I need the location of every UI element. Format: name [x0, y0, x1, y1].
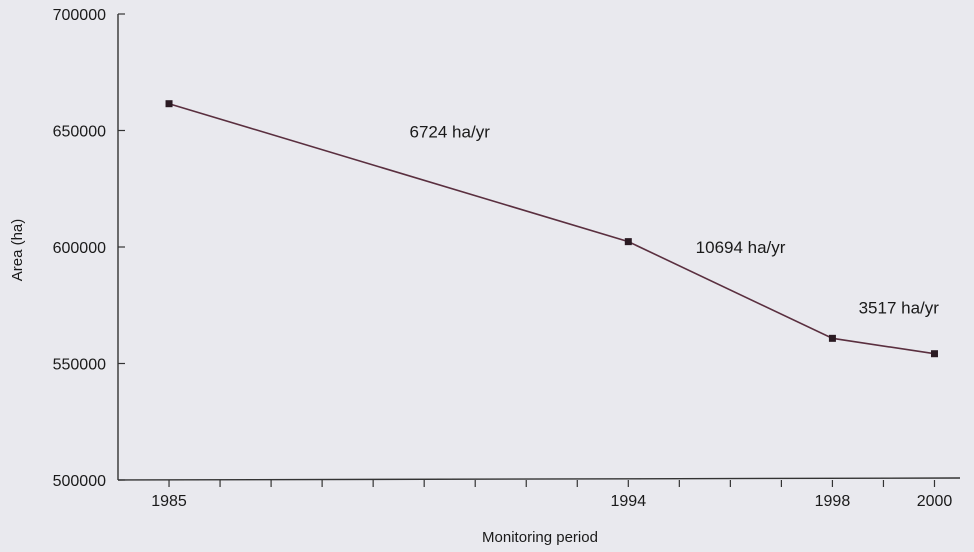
x-tick-label: 2000 [917, 493, 953, 510]
rate-annotation: 10694 ha/yr [696, 238, 786, 257]
data-point-marker [625, 238, 632, 245]
x-tick-label: 1994 [611, 493, 647, 510]
series [166, 100, 938, 357]
y-tick-label: 650000 [53, 124, 106, 141]
labels: 6724 ha/yr 10694 ha/yr 3517 ha/yr [410, 122, 940, 317]
data-point-marker [166, 100, 173, 107]
x-axis-line [118, 478, 960, 480]
y-tick-label: 550000 [53, 357, 106, 374]
x-axis-title: Monitoring period [482, 529, 598, 546]
y-tick-label: 700000 [53, 7, 106, 24]
x-tick-label: 1998 [815, 493, 851, 510]
y-tick-label: 500000 [53, 473, 106, 490]
series-line [169, 104, 934, 354]
y-tick-label: 600000 [53, 240, 106, 257]
data-point-marker [931, 350, 938, 357]
x-tick-label: 1985 [151, 493, 187, 510]
axes [118, 14, 960, 480]
data-point-marker [829, 335, 836, 342]
rate-annotation: 6724 ha/yr [410, 122, 491, 141]
ticks: 500000 550000 600000 650000 700000 1985 1994 19… [53, 7, 953, 510]
rate-annotation: 3517 ha/yr [859, 298, 940, 317]
y-axis-title: Area (ha) [9, 219, 26, 282]
